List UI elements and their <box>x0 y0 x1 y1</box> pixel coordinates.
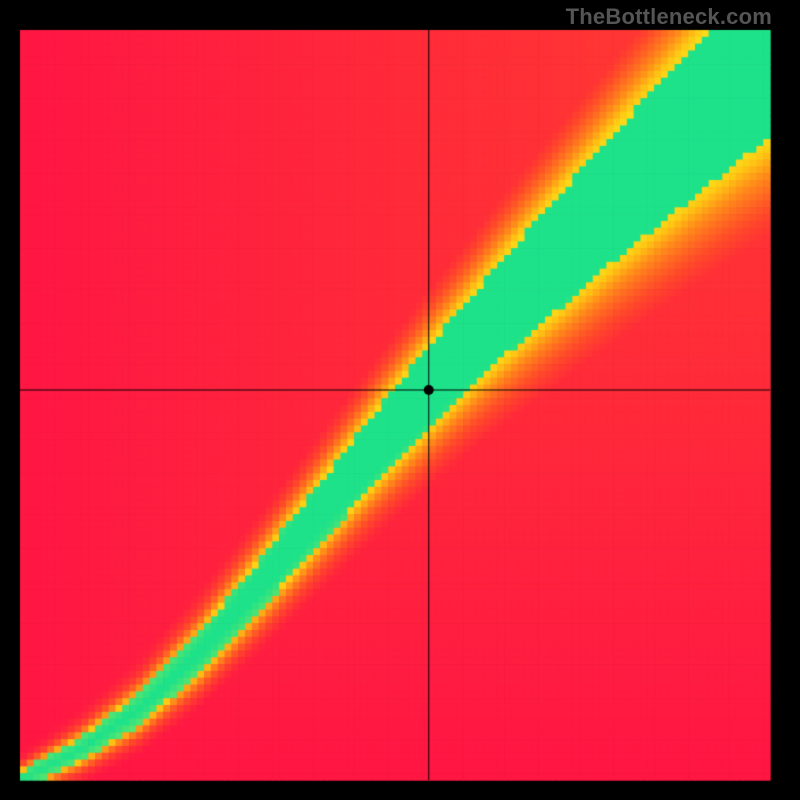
chart-container: TheBottleneck.com <box>0 0 800 800</box>
bottleneck-heatmap <box>0 0 800 800</box>
watermark-text: TheBottleneck.com <box>566 4 772 30</box>
